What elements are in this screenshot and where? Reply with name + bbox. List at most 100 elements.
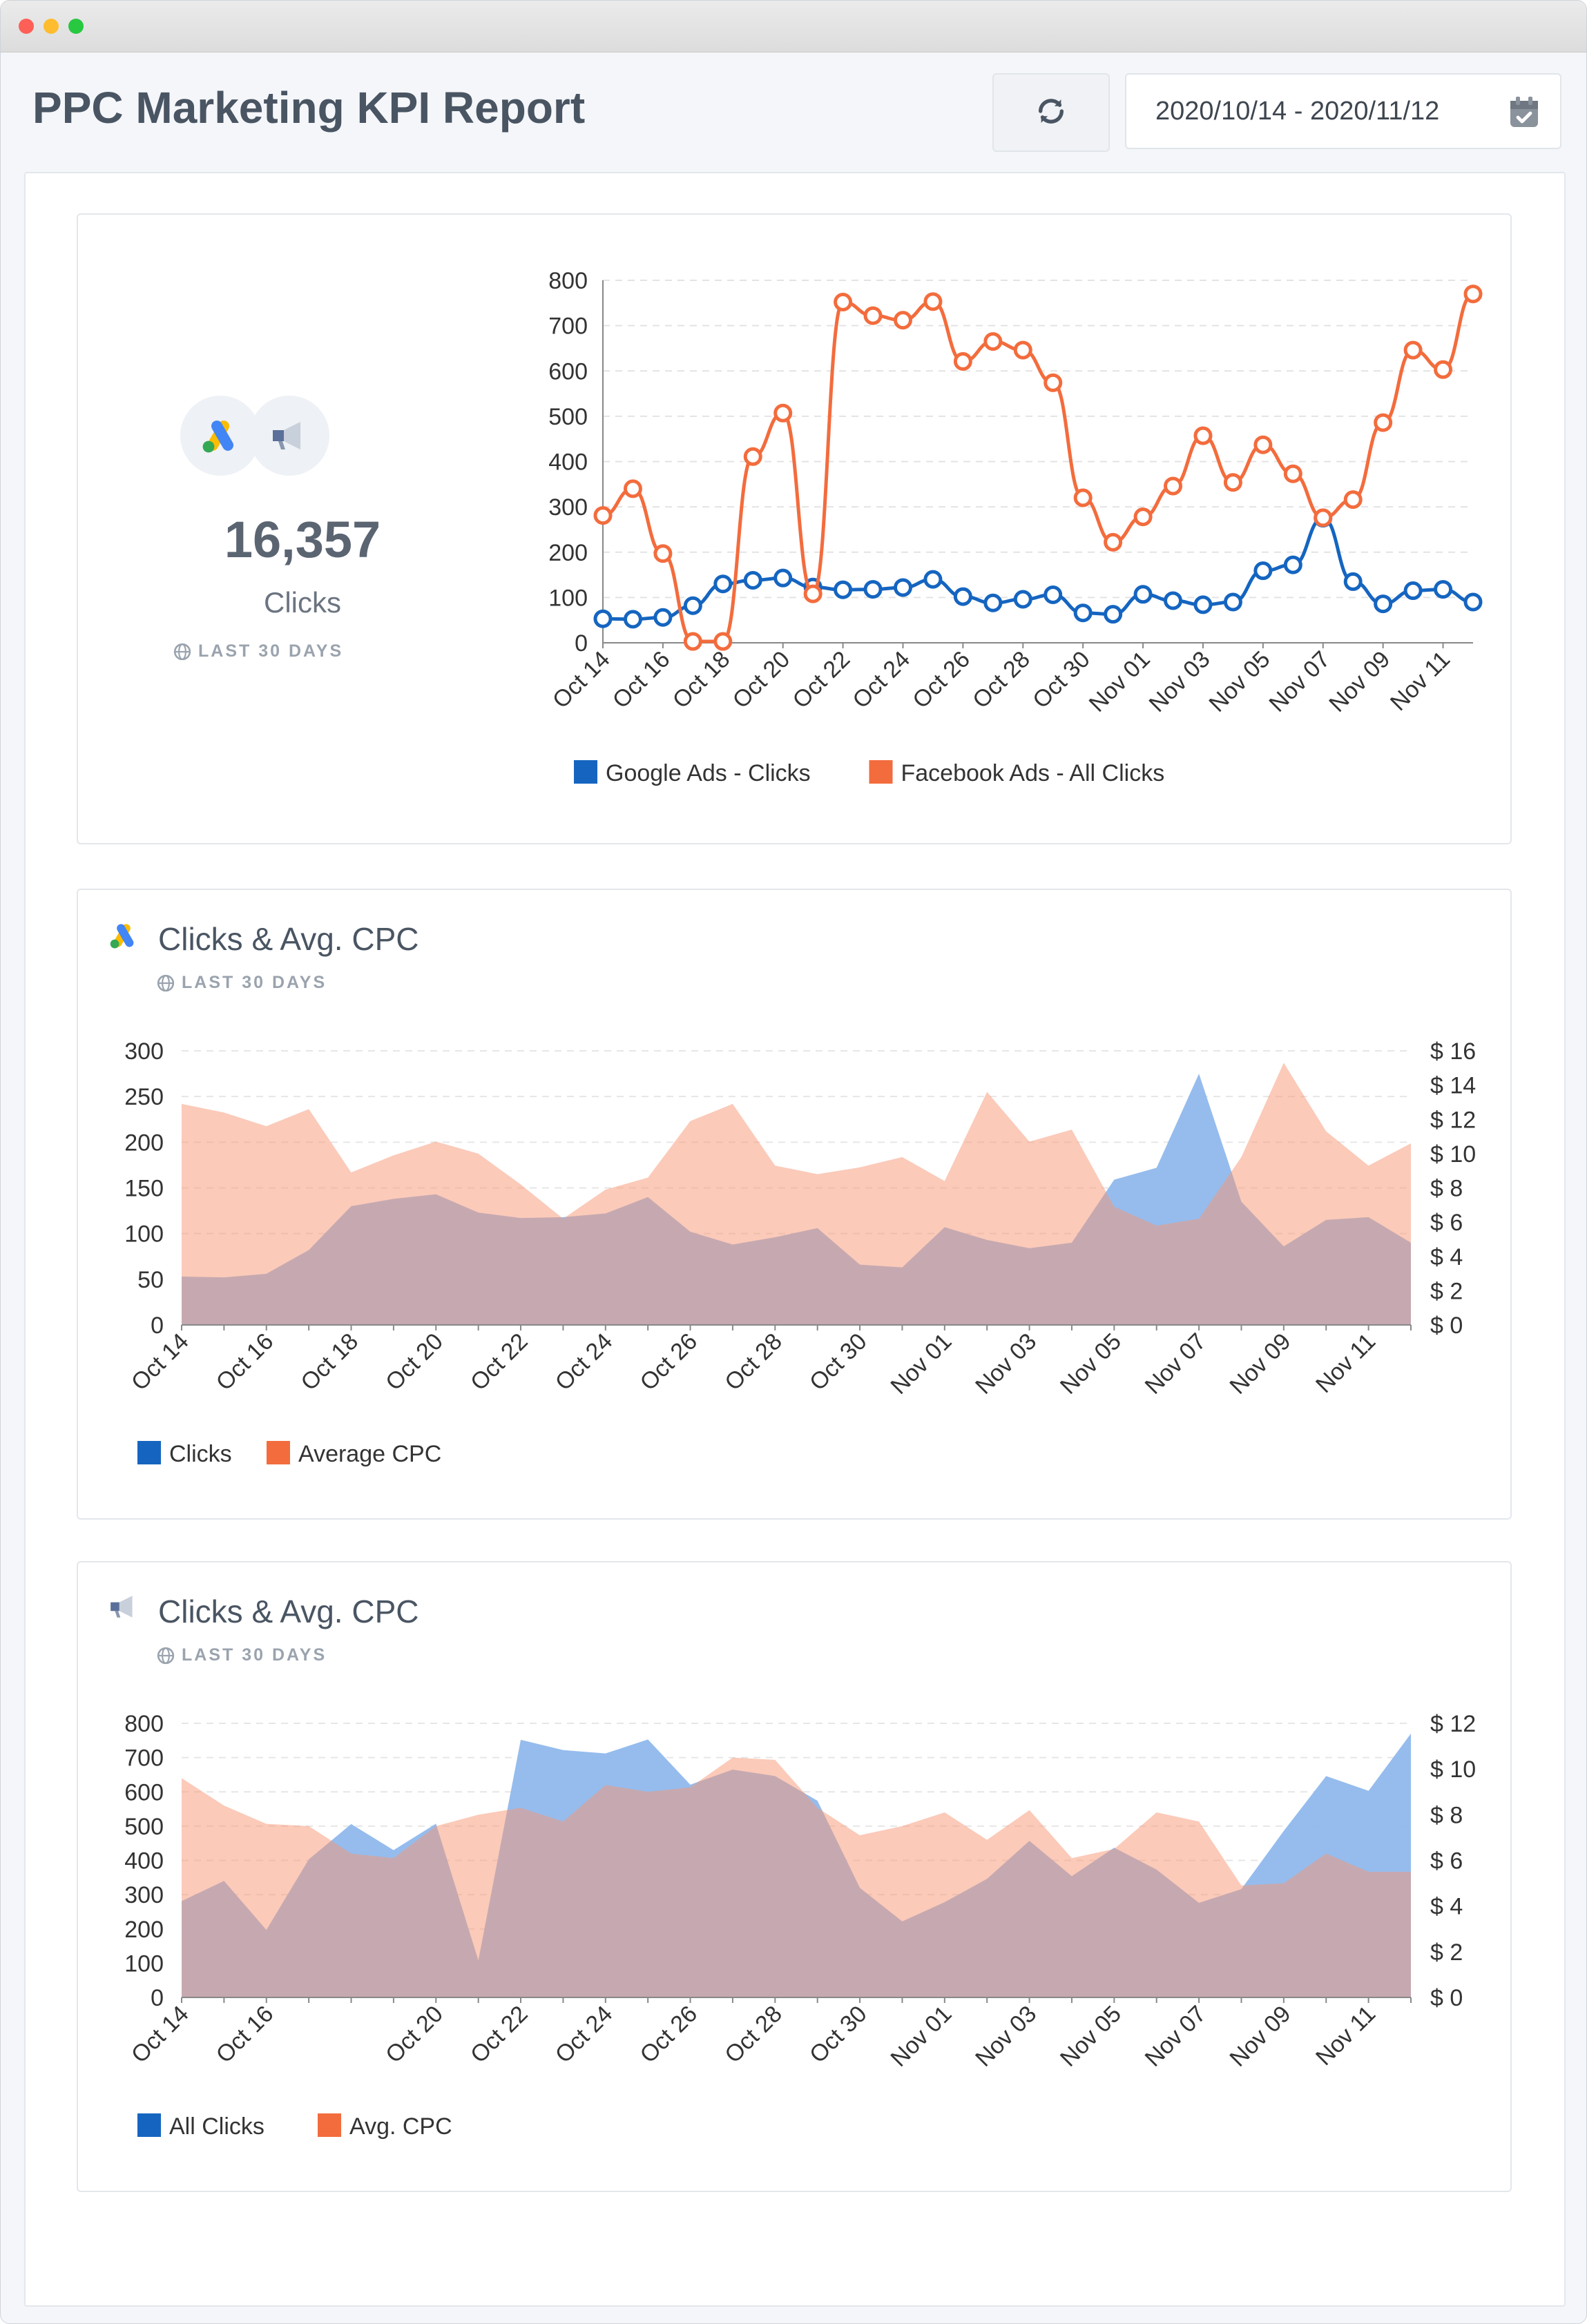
x-tick-label: Oct 24	[847, 646, 915, 714]
y-tick-label: 300	[124, 1038, 164, 1065]
legend-swatch	[137, 2113, 161, 2137]
x-tick-label: Oct 20	[728, 646, 796, 714]
y-right-tick-label: $ 10	[1430, 1141, 1476, 1168]
facebook-ads-cpc-card: Clicks & Avg. CPC LAST 30 DAYS 0 100 200 30…	[77, 1561, 1512, 2192]
data-point	[1133, 585, 1153, 604]
data-point	[1434, 360, 1453, 379]
card-title: Clicks & Avg. CPC	[158, 1594, 419, 1629]
y-right-tick-label: $ 0	[1430, 1313, 1463, 1339]
kpi-clicks-card: 16,357 Clicks LAST 30 DAYS 0 100 200 300 400…	[77, 213, 1512, 844]
data-point	[893, 311, 912, 330]
y-right-tick-label: $ 8	[1430, 1176, 1463, 1202]
maximize-window-button[interactable]	[68, 19, 84, 34]
x-tick-label: Oct 24	[550, 2001, 618, 2069]
y-right-tick-label: $ 14	[1430, 1073, 1476, 1099]
data-point	[834, 580, 853, 599]
legend-label: All Clicks	[169, 2113, 264, 2140]
x-tick-label: Nov 01	[885, 1328, 956, 1400]
legend-label: Avg. CPC	[349, 2113, 452, 2140]
legend-item[interactable]: Facebook Ads - All Clicks	[869, 760, 1165, 786]
y-tick-label: 100	[124, 1950, 164, 1977]
data-point	[1434, 580, 1453, 599]
x-tick-label: Nov 11	[1311, 1328, 1381, 1398]
data-point	[1463, 284, 1483, 304]
kpi-value: 16,357	[224, 511, 381, 568]
x-tick-label: Oct 28	[720, 2001, 787, 2069]
x-tick-label: Oct 26	[635, 1328, 703, 1396]
data-point	[1403, 581, 1423, 601]
y-right-tick-label: $ 10	[1430, 1756, 1476, 1783]
x-tick-label: Oct 26	[635, 2001, 703, 2069]
x-tick-label: Oct 16	[211, 1328, 279, 1396]
x-tick-label: Oct 30	[805, 2001, 872, 2069]
calendar-check-icon	[1509, 95, 1539, 132]
data-point	[1223, 592, 1242, 612]
close-window-button[interactable]	[19, 19, 34, 34]
y-tick-label: 200	[124, 1917, 164, 1943]
y-right-tick-label: $ 12	[1430, 1107, 1476, 1133]
y-tick-label: 200	[548, 540, 588, 566]
x-tick-label: Oct 20	[381, 1328, 448, 1396]
legend-item[interactable]: Google Ads - Clicks	[574, 760, 811, 786]
data-point	[1314, 508, 1333, 527]
legend-swatch	[318, 2113, 341, 2137]
legend-label: Google Ads - Clicks	[606, 760, 811, 786]
data-point	[983, 332, 1003, 351]
x-tick-label: Oct 20	[381, 2001, 448, 2069]
y-right-tick-label: $ 6	[1430, 1848, 1463, 1875]
period-text: LAST 30 DAYS	[198, 641, 344, 661]
y-right-tick-label: $ 4	[1430, 1894, 1463, 1920]
globe-icon	[157, 974, 175, 991]
data-point	[1374, 594, 1393, 614]
report-content: 16,357 Clicks LAST 30 DAYS 0 100 200 300 400…	[24, 172, 1566, 2307]
data-point	[953, 587, 972, 606]
data-point	[593, 609, 613, 628]
data-point	[1043, 585, 1063, 604]
refresh-button[interactable]	[992, 73, 1110, 152]
x-tick-label: Oct 22	[788, 646, 856, 714]
data-point	[1463, 592, 1483, 612]
data-point	[1164, 591, 1183, 610]
legend-swatch	[869, 760, 893, 784]
data-point	[683, 596, 702, 615]
x-tick-label: Oct 18	[296, 1328, 363, 1396]
date-range-text: 2020/10/14 - 2020/11/12	[1155, 97, 1440, 126]
y-tick-label: 500	[124, 1814, 164, 1840]
legend-item[interactable]: Clicks	[137, 1441, 232, 1467]
data-point	[1283, 464, 1302, 483]
x-tick-label: Nov 05	[1055, 1328, 1126, 1400]
y-right-tick-label: $ 2	[1430, 1939, 1463, 1966]
y-right-tick-label: $ 16	[1430, 1038, 1476, 1065]
legend-item[interactable]: Average CPC	[267, 1441, 441, 1467]
legend-swatch	[137, 1441, 161, 1464]
data-point	[1043, 373, 1063, 392]
y-tick-label: 400	[124, 1848, 164, 1875]
date-range-picker[interactable]: 2020/10/14 - 2020/11/12	[1125, 73, 1561, 149]
data-point	[834, 293, 853, 311]
google-ads-logo	[108, 922, 139, 953]
period-label: LAST 30 DAYS	[157, 973, 327, 993]
data-point	[1253, 561, 1273, 581]
data-point	[1343, 572, 1363, 591]
y-right-tick-label: $ 8	[1430, 1802, 1463, 1828]
kpi-label: Clicks	[264, 586, 341, 619]
legend-item[interactable]: Avg. CPC	[318, 2113, 452, 2140]
x-tick-label: Nov 11	[1385, 646, 1455, 716]
y-tick-label: 400	[548, 449, 588, 476]
cpc-area	[182, 1063, 1411, 1325]
y-tick-label: 100	[124, 1221, 164, 1248]
legend-swatch	[267, 1441, 290, 1464]
x-tick-label: Nov 03	[1144, 646, 1215, 717]
data-point	[1403, 340, 1423, 360]
title-bar	[1, 1, 1586, 52]
y-tick-label: 0	[151, 1313, 164, 1339]
data-point	[773, 403, 793, 423]
legend-item[interactable]: All Clicks	[137, 2113, 264, 2140]
data-point	[743, 447, 762, 466]
x-tick-label: Nov 09	[1224, 2001, 1296, 2072]
period-label: LAST 30 DAYS	[157, 1645, 327, 1665]
data-point	[623, 479, 642, 498]
x-tick-label: Nov 05	[1055, 2001, 1126, 2072]
minimize-window-button[interactable]	[44, 19, 59, 34]
